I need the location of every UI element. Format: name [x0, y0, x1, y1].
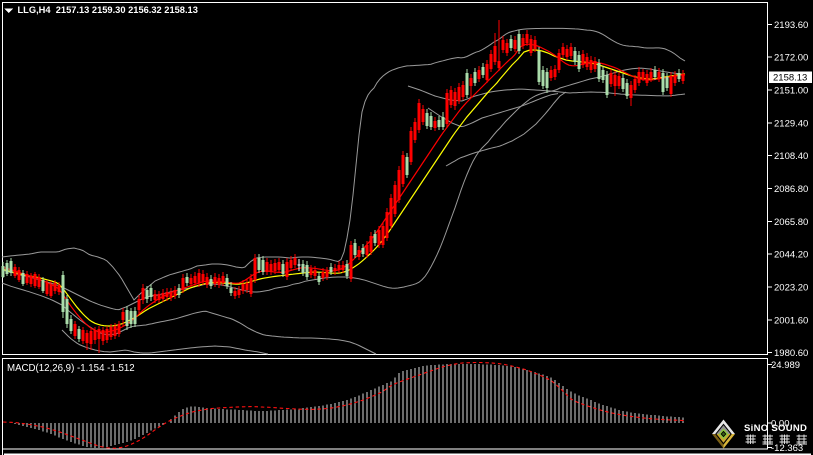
svg-text:-12.363: -12.363 — [771, 443, 803, 454]
svg-text:2001.60: 2001.60 — [774, 315, 808, 326]
svg-text:2172.00: 2172.00 — [774, 53, 808, 64]
svg-text:2129.40: 2129.40 — [774, 118, 808, 129]
svg-text:2044.20: 2044.20 — [774, 250, 808, 261]
svg-text:1980.60: 1980.60 — [774, 348, 808, 359]
svg-text:2065.80: 2065.80 — [774, 217, 808, 228]
svg-text:0.00: 0.00 — [771, 419, 790, 430]
svg-text:2151.00: 2151.00 — [774, 86, 808, 97]
svg-text:2158.13: 2158.13 — [773, 73, 807, 84]
svg-text:SiNO SOUND: SiNO SOUND — [744, 423, 807, 434]
svg-text:LLG,H4 2157.13 2159.30 2156.3: LLG,H4 2157.13 2159.30 2156.32 2158.13 — [18, 5, 198, 15]
svg-text:2193.60: 2193.60 — [774, 20, 808, 31]
svg-text:2023.20: 2023.20 — [774, 283, 808, 294]
svg-text:24.989: 24.989 — [771, 360, 800, 371]
svg-text:MACD(12,26,9) -1.154 -1.512: MACD(12,26,9) -1.154 -1.512 — [7, 363, 135, 374]
svg-text:2108.40: 2108.40 — [774, 151, 808, 162]
svg-text:2086.80: 2086.80 — [774, 184, 808, 195]
